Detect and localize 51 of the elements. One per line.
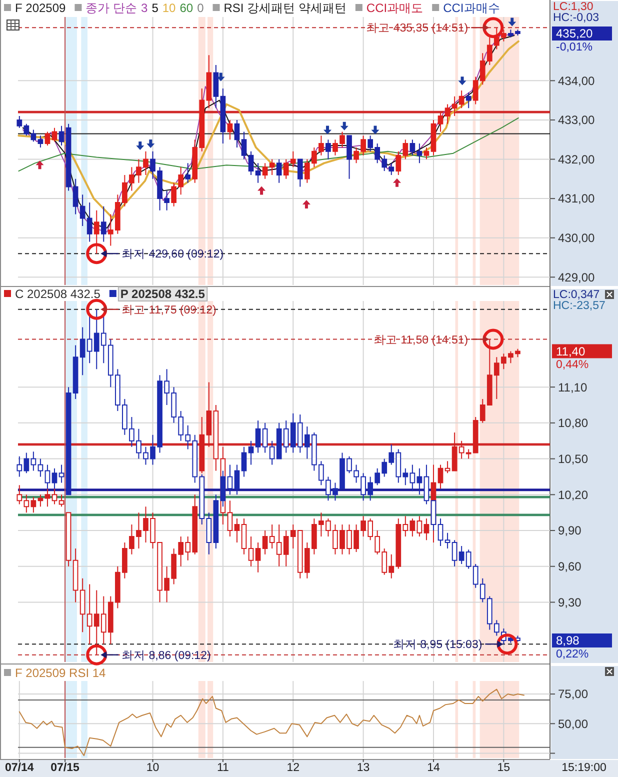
text: CCI과매도: [366, 1, 424, 15]
x-tick-label: 15: [497, 762, 510, 774]
y-tick-label: 10,80: [558, 416, 588, 430]
y-tick-label: 9,30: [558, 595, 582, 610]
y-tick-label: 432,00: [558, 152, 596, 166]
annotation: 최고 11,75 (09:12): [122, 304, 217, 316]
y-tick-label: 430,00: [558, 231, 596, 246]
annotation: 최저 8,86 (09:12): [122, 650, 211, 662]
x-tick-label: 12: [286, 762, 300, 774]
text: 8,98: [556, 634, 580, 648]
y-tick-label: 434,00: [558, 74, 596, 88]
y-tick-label: 75,00: [558, 687, 588, 702]
text: RSI 강세패턴 약세패턴: [224, 1, 346, 15]
y-tick-label: 11,10: [558, 380, 588, 394]
text: F 202509 RSI 14: [15, 666, 106, 680]
text: HC:-23,57: [553, 300, 606, 312]
x-tick-label: 11: [216, 762, 229, 774]
x-tick-label: 10: [146, 762, 160, 774]
text: 0: [197, 1, 204, 15]
x-tick-label: 14: [427, 762, 440, 774]
x-tick-label: 07/15: [50, 762, 80, 774]
text: 0,44%: [556, 359, 589, 372]
text: LC:0,347: [553, 289, 600, 301]
text: 3: [141, 1, 148, 15]
y-tick-label: 9,90: [558, 524, 582, 538]
x-tick-label: 07/14: [5, 762, 34, 774]
series-label: CCI과매수: [443, 1, 500, 15]
chart-title: F 202509: [15, 1, 66, 15]
legend-title: 종가 단순: [86, 1, 138, 15]
text: 60: [180, 1, 194, 15]
legend-label: C 202508 432.5: [15, 287, 101, 301]
text: 15:19:00: [562, 762, 606, 774]
text: 11,40: [556, 344, 586, 358]
y-tick-label: 431,00: [558, 192, 596, 206]
text: 435,20: [556, 26, 594, 41]
text: HC:-0,03: [553, 12, 600, 24]
text: -0,01%: [556, 42, 592, 54]
annotation: 최고 435,35 (14:51): [366, 22, 468, 35]
y-tick-label: 429,00: [558, 270, 596, 284]
annotation: 최저 429,60 (09:12): [122, 248, 224, 261]
y-tick-label: 10,20: [558, 488, 588, 502]
text: 0,22%: [556, 648, 589, 660]
y-tick-label: 50,00: [558, 716, 588, 731]
text: 5: [152, 1, 159, 15]
annotation: 최저 8,95 (15:03): [392, 639, 482, 652]
y-tick-label: 433,00: [558, 113, 596, 128]
y-tick-label: 10,50: [558, 452, 588, 466]
y-tick-label: 9,60: [558, 560, 582, 574]
x-tick-label: 13: [356, 762, 370, 774]
text: 10: [162, 1, 176, 15]
text: LC:1,30: [553, 1, 594, 13]
